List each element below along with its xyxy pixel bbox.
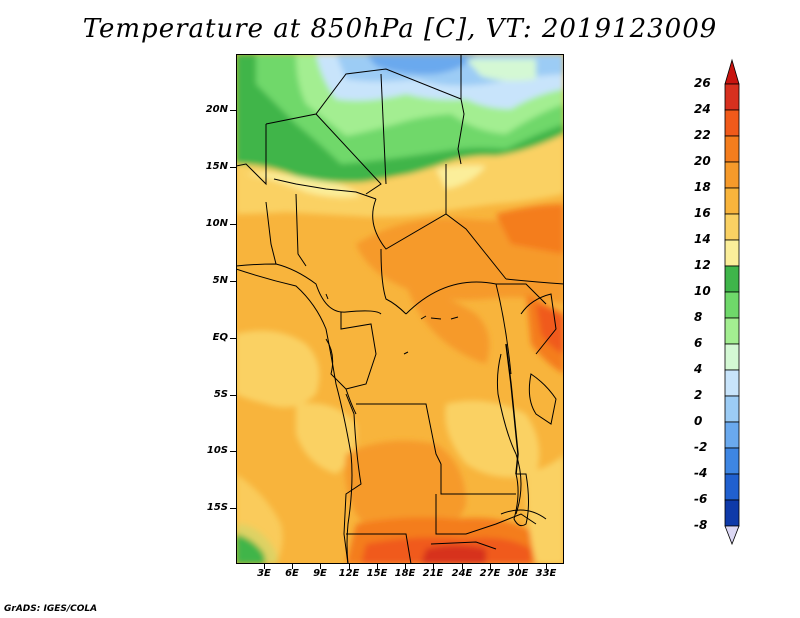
colorbar-swatch [724,395,740,423]
colorbar-label: -2 [694,440,708,454]
colorbar-swatch [724,265,740,293]
lon-label-33e: 33E [535,568,557,579]
lat-tick [230,224,236,225]
lon-label-27e: 27E [479,568,501,579]
colorbar-label: 0 [694,414,703,428]
colorbar-label: 22 [694,128,711,142]
colorbar-label: 2 [694,388,703,402]
colorbar-label: 14 [694,232,711,246]
lat-label-10s: 10S [206,445,228,456]
colorbar-swatch [724,447,740,475]
lat-label-20n: 20N [205,104,228,115]
colorbar-label: 6 [694,336,703,350]
temperature-map [236,54,564,564]
lat-tick [230,451,236,452]
map-title: Temperature at 850hPa [C], VT: 201912300… [82,14,718,44]
colorbar-label: 26 [694,76,711,90]
colorbar-swatch [724,187,740,215]
colorbar-swatch [724,369,740,397]
lon-label-9e: 9E [313,568,327,579]
lat-label-15n: 15N [205,161,228,172]
lat-label-15s: 15S [206,502,228,513]
lon-label-3e: 3E [257,568,271,579]
lon-tick [546,564,547,569]
colorbar-swatch [724,499,740,527]
lon-tick [462,564,463,569]
lat-tick [230,338,236,339]
colorbar-label: -4 [694,466,708,480]
colorbar-swatch [724,291,740,319]
colorbar-swatch [724,213,740,241]
colorbar-bottom-arrow [724,525,740,546]
lon-tick [292,564,293,569]
colorbar-swatch [724,83,740,111]
colorbar-top-arrow [724,58,740,85]
lon-tick [518,564,519,569]
colorbar-swatch [724,343,740,371]
lat-tick [230,395,236,396]
colorbar-swatch [724,109,740,137]
colorbar-swatch [724,239,740,267]
colorbar-label: -8 [694,518,708,532]
colorbar-swatch [724,473,740,501]
lat-label-10n: 10N [205,218,228,229]
lat-tick [230,167,236,168]
lon-tick [264,564,265,569]
lat-tick [230,110,236,111]
colorbar-swatch [724,135,740,163]
lon-label-12e: 12E [338,568,360,579]
lon-label-15e: 15E [366,568,388,579]
colorbar-label: 8 [694,310,703,324]
lon-tick [320,564,321,569]
lon-tick [490,564,491,569]
lon-tick [349,564,350,569]
map-svg [236,54,564,564]
lat-label-eq: EQ [212,332,228,343]
colorbar [724,58,740,546]
lat-tick [230,508,236,509]
lon-label-21e: 21E [422,568,444,579]
colorbar-label: 18 [694,180,711,194]
colorbar-swatch [724,161,740,189]
colorbar-label: 24 [694,102,711,116]
colorbar-label: -6 [694,492,708,506]
lon-tick [405,564,406,569]
lon-label-18e: 18E [394,568,416,579]
lon-tick [377,564,378,569]
lon-label-24e: 24E [451,568,473,579]
country-borders [236,54,564,564]
lon-label-30e: 30E [507,568,529,579]
lat-label-5n: 5N [212,275,228,286]
grads-credit: GrADS: IGES/COLA [4,604,98,614]
colorbar-label: 20 [694,154,711,168]
colorbar-label: 10 [694,284,711,298]
lat-label-5s: 5S [213,389,228,400]
colorbar-label: 16 [694,206,711,220]
lat-tick [230,281,236,282]
lon-label-6e: 6E [285,568,299,579]
map-frame [236,54,564,564]
lon-tick [433,564,434,569]
colorbar-swatch [724,317,740,345]
colorbar-label: 12 [694,258,711,272]
colorbar-swatch [724,421,740,449]
temperature-field [236,54,564,564]
colorbar-label: 4 [694,362,703,376]
